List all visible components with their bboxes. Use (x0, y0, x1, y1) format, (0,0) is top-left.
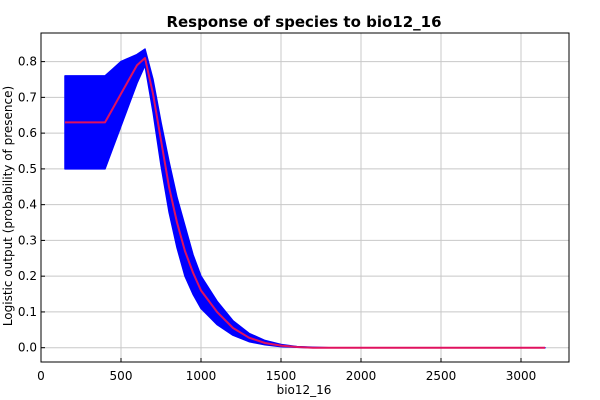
x-tick-label: 500 (110, 369, 133, 383)
y-tick-label: 0.1 (18, 305, 37, 319)
x-tick-label: 1000 (186, 369, 217, 383)
chart-title: Response of species to bio12_16 (166, 13, 441, 31)
mean-curve-layer (65, 57, 545, 349)
x-tick-label: 0 (37, 369, 45, 383)
x-tick-label: 2000 (346, 369, 377, 383)
y-axis-label: Logistic output (probability of presence… (1, 86, 15, 326)
y-tick-label: 0.2 (18, 269, 37, 283)
y-ticks: 0.0 0.1 0.2 0.3 0.4 0.5 0.6 0.7 0.8 (18, 55, 45, 355)
grid-lines (41, 33, 569, 362)
confidence-band-layer (64, 48, 546, 349)
plot-frame (40, 32, 570, 363)
x-ticks: 0 500 1000 1500 2000 2500 3000 (37, 358, 536, 383)
x-tick-label: 3000 (506, 369, 537, 383)
x-axis-label: bio12_16 (277, 383, 332, 397)
y-tick-label: 0.3 (18, 233, 37, 247)
y-tick-label: 0.0 (18, 341, 37, 355)
y-tick-label: 0.8 (18, 55, 37, 69)
y-tick-label: 0.7 (18, 90, 37, 104)
y-tick-label: 0.4 (18, 198, 37, 212)
y-tick-label: 0.6 (18, 126, 37, 140)
confidence-band (64, 48, 546, 349)
mean-response-line (65, 57, 545, 349)
y-tick-label: 0.5 (18, 162, 37, 176)
x-tick-label: 1500 (266, 369, 297, 383)
x-tick-label: 2500 (426, 369, 457, 383)
